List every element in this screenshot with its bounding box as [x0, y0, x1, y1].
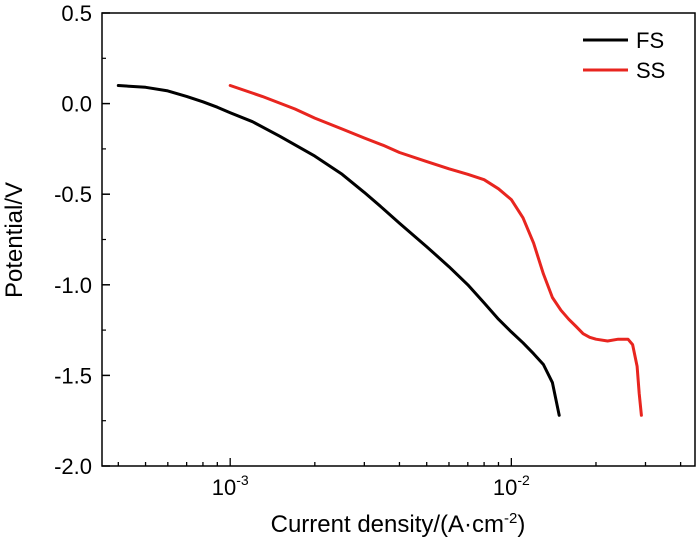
series-line-fs: [116, 84, 561, 417]
y-axis-label: Potential/V: [1, 182, 28, 298]
legend-label-ss: SS: [636, 58, 665, 83]
y-tick-label: -1.0: [54, 273, 92, 298]
x-axis-label: Current density/(A·cm-2): [271, 510, 526, 538]
x-axis-label-exponent: -2: [504, 510, 517, 527]
y-tick-label: 0.5: [61, 1, 92, 26]
x-tick-label-base: 10: [212, 475, 236, 500]
x-tick-label: 10-3: [212, 472, 249, 500]
x-tick-label: 10-2: [493, 472, 530, 500]
y-tick-label: -0.5: [54, 182, 92, 207]
x-tick-label-base: 10: [493, 475, 517, 500]
y-tick-label: -2.0: [54, 454, 92, 479]
x-axis-ticks: 10-3 10-2: [117, 458, 682, 500]
series-line-ss: [228, 84, 643, 417]
y-tick-label: -1.5: [54, 363, 92, 388]
x-axis-label-base: Current density/(A·cm: [271, 511, 504, 538]
x-axis-label-tail: ): [517, 511, 525, 538]
series-layer: [116, 84, 643, 417]
y-axis-ticks: 0.5 0.0 -0.5 -1.0 -1.5 -2.0: [54, 1, 110, 479]
x-tick-label-exponent: -2: [517, 472, 530, 488]
legend-label-fs: FS: [636, 28, 664, 53]
x-tick-label-exponent: -3: [236, 472, 249, 488]
plot-frame: [101, 12, 696, 467]
legend: FS SS: [583, 28, 665, 83]
y-tick-label: 0.0: [61, 92, 92, 117]
